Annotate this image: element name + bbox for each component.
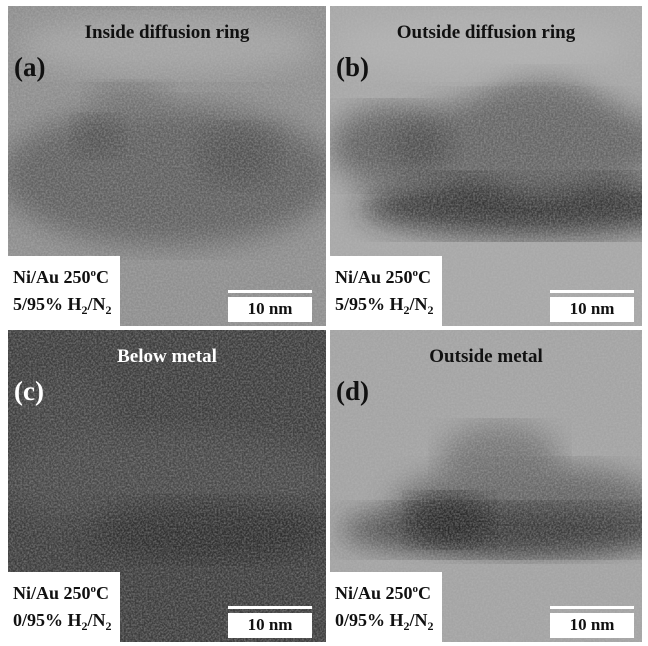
scale-line — [550, 290, 634, 293]
gas-part: 2 — [106, 619, 112, 633]
scale-line — [550, 606, 634, 609]
gas-part: 2 — [428, 303, 434, 317]
temperature-part: C — [96, 267, 109, 287]
condition-gas: 5/95% H2/N2 — [335, 291, 434, 324]
scale-label: 10 nm — [228, 297, 312, 322]
scale-line — [228, 606, 312, 609]
scale-bar: 10 nm — [228, 290, 312, 322]
condition-gas: 0/95% H2/N2 — [335, 607, 434, 640]
gas-part: /N — [88, 610, 106, 630]
temperature-part: C — [96, 583, 109, 603]
scale-line — [228, 290, 312, 293]
temperature-part: Ni/Au 250 — [13, 267, 91, 287]
scale-bar: 10 nm — [550, 290, 634, 322]
temperature-part: Ni/Au 250 — [13, 583, 91, 603]
scale-label: 10 nm — [550, 297, 634, 322]
scale-label: 10 nm — [228, 613, 312, 638]
condition-gas: 0/95% H2/N2 — [13, 607, 112, 640]
panel-title: Below metal — [8, 346, 326, 368]
scale-bar: 10 nm — [550, 606, 634, 638]
temperature-part: Ni/Au 250 — [335, 267, 413, 287]
condition-temperature: Ni/Au 250oC — [13, 576, 112, 607]
gas-part: 0/95% H — [13, 610, 82, 630]
tem-panel: Inside diffusion ring (a) Ni/Au 250oC 5/95%… — [8, 6, 326, 326]
condition-gas: 5/95% H2/N2 — [13, 291, 112, 324]
figure: Inside diffusion ring (a) Ni/Au 250oC 5/95%… — [0, 0, 648, 646]
condition-temperature: Ni/Au 250oC — [335, 260, 434, 291]
temperature-part: C — [418, 583, 431, 603]
panel-title: Inside diffusion ring — [8, 22, 326, 44]
condition-temperature: Ni/Au 250oC — [13, 260, 112, 291]
temperature-part: C — [418, 267, 431, 287]
scale-label: 10 nm — [550, 613, 634, 638]
panel-title: Outside diffusion ring — [330, 22, 642, 44]
tem-panel: Outside diffusion ring (b) Ni/Au 250oC 5/95… — [330, 6, 642, 326]
condition-temperature: Ni/Au 250oC — [335, 576, 434, 607]
scale-bar: 10 nm — [228, 606, 312, 638]
temperature-part: Ni/Au 250 — [335, 583, 413, 603]
gas-part: 5/95% H — [335, 294, 404, 314]
gas-part: 2 — [428, 619, 434, 633]
gas-part: /N — [88, 294, 106, 314]
gas-part: /N — [410, 294, 428, 314]
panel-title: Outside metal — [330, 346, 642, 368]
panel-label: (b) — [336, 52, 369, 83]
panel-label: (d) — [336, 376, 369, 407]
gas-part: /N — [410, 610, 428, 630]
panel-label: (c) — [14, 376, 44, 407]
panel-label: (a) — [14, 52, 45, 83]
gas-part: 5/95% H — [13, 294, 82, 314]
gas-part: 2 — [106, 303, 112, 317]
gas-part: 0/95% H — [335, 610, 404, 630]
